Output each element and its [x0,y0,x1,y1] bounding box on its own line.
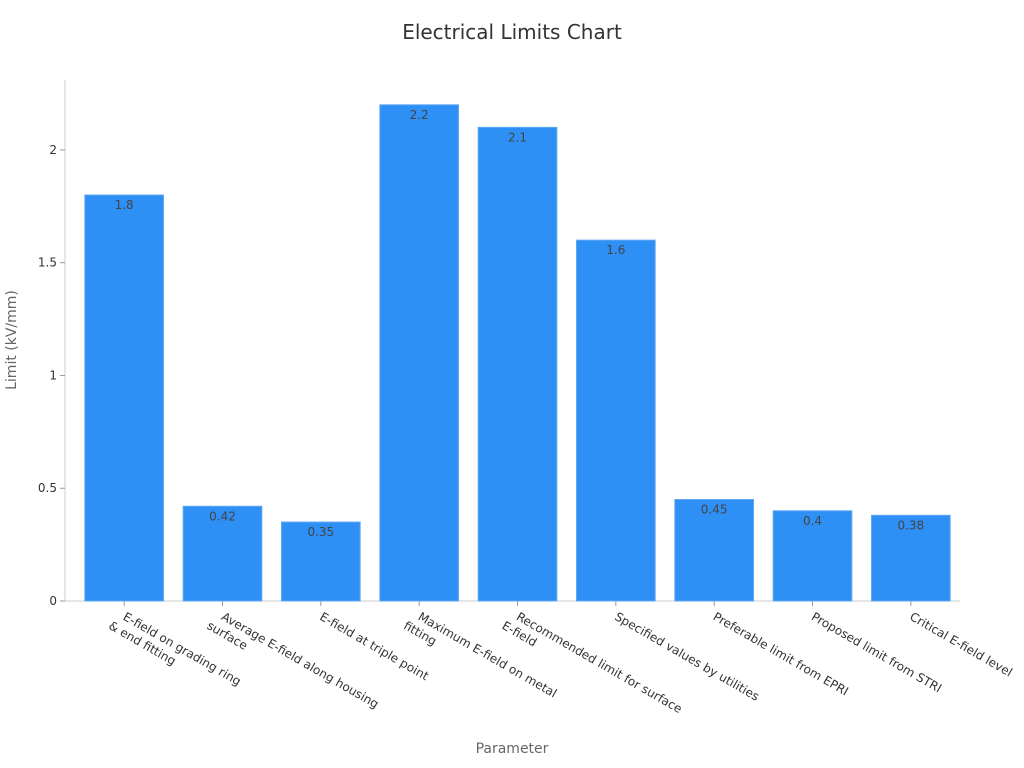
x-tick-label: Critical E-field level [907,609,1014,679]
bar-value-label: 0.45 [701,503,728,517]
y-tick-label: 0.5 [38,481,57,495]
bar [772,510,853,602]
bar-value-label: 2.1 [508,130,527,144]
bar [84,194,164,602]
bar [674,499,754,602]
bar [477,126,558,602]
x-tick-label: Recommended limit for surfaceE-field [500,605,685,729]
bar [281,521,361,602]
y-tick-label: 2 [49,143,57,157]
x-axis-title: Parameter [475,741,549,757]
x-tick-label: Average E-field along housingsurface [205,605,382,724]
bar [379,104,460,602]
bar-value-label: 0.4 [803,514,822,528]
bars [84,104,951,602]
value-labels: 1.8 0.42 0.35 2.2 2.1 1.6 0.45 0.4 0.38 [115,108,925,539]
y-tick-label: 0 [49,594,57,608]
y-ticks: 0 0.5 1 1.5 2 [38,143,65,608]
bar-value-label: 0.42 [209,509,236,523]
x-tick-label-line: Recommended limit for surface [514,609,685,716]
bar-value-label: 1.8 [115,198,134,212]
bar-value-label: 2.2 [410,108,429,122]
chart-title: Electrical Limits Chart [402,20,622,44]
bar [182,505,263,602]
bar-value-label: 0.35 [307,525,334,539]
y-tick-label: 1 [49,368,57,382]
x-ticks: E-field on grading ring& end fitting Aver… [106,601,1015,729]
x-tick-label-line: Average E-field along housing [219,609,381,711]
bar [871,514,951,602]
x-tick-label-line: Critical E-field level [907,609,1014,679]
bar-value-label: 1.6 [606,243,625,257]
y-tick-label: 1.5 [38,256,57,270]
bar [576,239,656,602]
bar-value-label: 0.38 [897,518,924,532]
